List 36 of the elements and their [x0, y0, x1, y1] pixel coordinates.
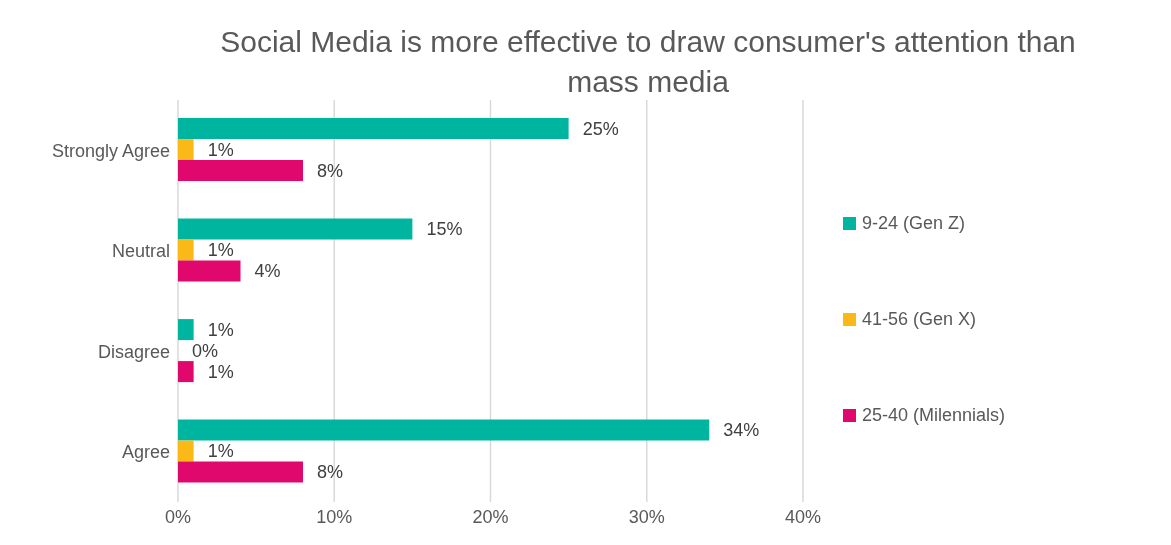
bar — [178, 260, 241, 282]
data-label: 1% — [207, 441, 234, 462]
data-label: 0% — [192, 341, 219, 362]
x-tick-label: 0% — [164, 506, 192, 527]
legend-label: 25-40 (Milennials) — [862, 404, 1006, 426]
data-label: 34% — [723, 420, 760, 441]
x-tick-label: 40% — [784, 506, 822, 527]
x-tick-label: 20% — [472, 506, 509, 527]
x-tick-label: 30% — [628, 506, 665, 527]
legend-label: 9-24 (Gen Z) — [862, 212, 966, 234]
chart-title: Social Media is more effective to draw consumer's attention than mass media — [219, 24, 1077, 100]
bar — [178, 419, 710, 441]
bar — [178, 118, 569, 140]
bar — [178, 440, 194, 462]
legend-label: 41-56 (Gen X) — [862, 308, 977, 330]
data-label: 4% — [254, 261, 281, 282]
bar — [178, 319, 194, 341]
data-label: 8% — [317, 160, 344, 181]
data-label: 8% — [317, 462, 344, 483]
y-tick-label: Agree — [121, 442, 170, 463]
bar — [178, 139, 194, 161]
x-tick-label: 10% — [316, 506, 353, 527]
data-label: 1% — [207, 139, 234, 160]
bar — [178, 461, 303, 483]
bar — [178, 361, 194, 383]
y-tick-label: Strongly Agree — [51, 140, 170, 161]
bar — [178, 239, 194, 261]
data-label: 1% — [207, 361, 234, 382]
data-label: 15% — [426, 219, 463, 240]
y-tick-label: Disagree — [97, 341, 170, 362]
bar — [178, 218, 413, 240]
data-label: 1% — [207, 240, 234, 261]
bar — [178, 160, 303, 182]
y-tick-label: Neutral — [111, 241, 170, 262]
data-label: 1% — [207, 319, 234, 340]
data-label: 25% — [582, 118, 619, 139]
